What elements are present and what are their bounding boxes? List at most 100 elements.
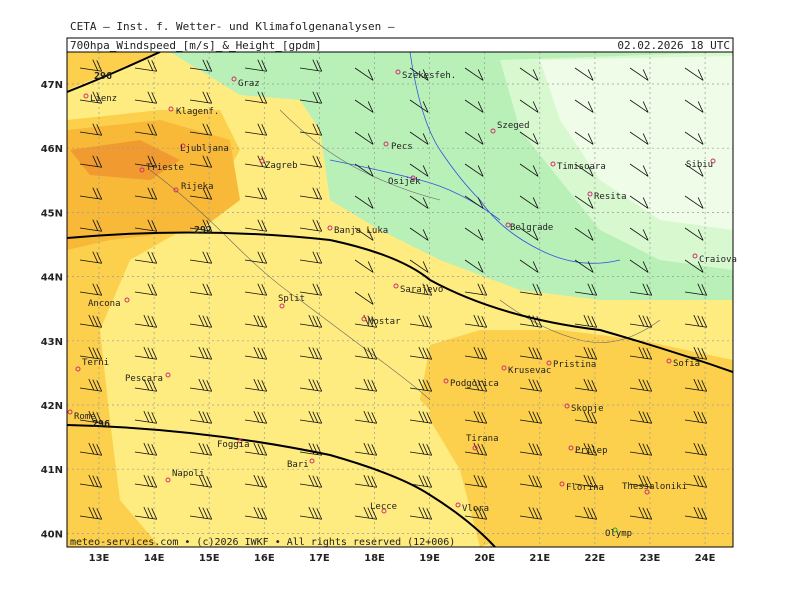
- city-label: Banja Luka: [334, 226, 388, 236]
- city-label: Ancona: [88, 299, 121, 309]
- frame: [66, 51, 734, 548]
- wind-barb: [684, 506, 708, 520]
- city-marker: [550, 161, 556, 167]
- wind-barb: [244, 59, 268, 72]
- wind-barb: [409, 67, 429, 81]
- city-marker: [139, 167, 145, 173]
- wind-barb: [574, 163, 594, 177]
- wind-barb: [629, 314, 653, 328]
- city-label: Graz: [238, 79, 260, 89]
- wind-barb: [244, 442, 268, 456]
- wind-barb: [354, 442, 378, 456]
- lat-label: 42N: [41, 401, 63, 412]
- wind-barb: [519, 99, 539, 113]
- wind-barb: [134, 474, 158, 488]
- city-label: Prilep: [575, 446, 608, 456]
- wind-barb: [574, 346, 598, 360]
- wind-barb: [519, 131, 539, 145]
- city-marker: [472, 445, 478, 451]
- wind-barb: [464, 131, 484, 145]
- lon-label: 14E: [144, 553, 165, 564]
- city-label: Rome: [74, 412, 96, 422]
- wind-barb: [79, 187, 103, 200]
- wind-barb: [79, 91, 103, 104]
- wind-barb: [299, 251, 323, 264]
- wind-barb: [134, 59, 158, 72]
- city-label: Szekesfeh.: [402, 71, 456, 81]
- wind-barb: [684, 378, 708, 392]
- wind-barb: [244, 506, 268, 520]
- lon-label: 15E: [199, 553, 220, 564]
- wind-barb: [299, 155, 323, 168]
- wind-barb: [409, 442, 433, 456]
- wind-barb: [464, 346, 488, 360]
- wind-barb: [409, 227, 429, 241]
- city-marker: [124, 297, 130, 303]
- city-marker: [568, 445, 574, 451]
- lat-label: 43N: [41, 337, 63, 348]
- wind-barb: [684, 346, 708, 360]
- city-marker: [587, 191, 593, 197]
- wind-barb: [79, 59, 103, 72]
- wind-barb: [299, 123, 323, 136]
- wind-barb: [189, 187, 213, 200]
- wind-barb: [134, 346, 158, 360]
- wind-barb: [244, 410, 268, 424]
- wind-barb: [574, 378, 598, 392]
- wind-barb: [134, 506, 158, 520]
- wind-barb: [134, 283, 158, 296]
- wind-barb: [574, 442, 598, 456]
- wind-barb: [189, 474, 213, 488]
- wind-barb: [354, 195, 374, 209]
- city-label: Mostar: [368, 317, 401, 327]
- city-label: Ljubljana: [180, 144, 229, 154]
- wind-barb: [519, 259, 539, 273]
- wind-barb: [244, 187, 268, 200]
- city-label: Thessaloniki: [622, 482, 687, 492]
- wind-barb: [79, 283, 103, 296]
- wind-barb: [409, 314, 433, 328]
- wind-barb: [684, 314, 708, 328]
- wind-barb: [354, 314, 378, 328]
- wind-barb: [629, 67, 649, 81]
- lon-label: 21E: [529, 553, 550, 564]
- city-marker: [173, 187, 179, 193]
- city-marker: [279, 303, 285, 309]
- city-label: Pristina: [553, 360, 596, 370]
- wind-barb: [409, 474, 433, 488]
- city-label: Skopje: [571, 404, 604, 414]
- wind-barb: [464, 195, 484, 209]
- lon-label: 18E: [364, 553, 385, 564]
- wind-barb: [519, 283, 543, 296]
- wind-barb: [409, 131, 429, 145]
- wind-barb: [79, 442, 103, 456]
- wind-barb: [684, 131, 704, 145]
- wind-barb: [629, 442, 653, 456]
- wind-barb: [79, 251, 103, 264]
- wind-barb: [629, 195, 649, 209]
- city-marker: [231, 76, 237, 82]
- wind-barb: [189, 506, 213, 520]
- wind-barb: [684, 227, 704, 241]
- wind-barb: [464, 442, 488, 456]
- wind-barb: [189, 346, 213, 360]
- wind-barb: [354, 99, 374, 113]
- wind-barb: [574, 67, 594, 81]
- city-marker: [710, 158, 716, 164]
- wind-barb: [464, 474, 488, 488]
- wind-barb: [299, 219, 323, 232]
- institute: CETA — Inst. f. Wetter- und Klimafolgena…: [70, 20, 395, 33]
- city-marker: [75, 366, 81, 372]
- cities: Lienz Klagenf. Graz Szekesfeh. Ljubljana Trie…: [67, 69, 737, 539]
- wind-barb: [244, 251, 268, 264]
- lat-label: 46N: [41, 144, 63, 155]
- wind-barb: [134, 123, 158, 136]
- wind-barb: [79, 410, 103, 424]
- wind-barb: [244, 314, 268, 328]
- wind-barb: [464, 283, 488, 296]
- city-label: Tirana: [466, 434, 499, 444]
- city-marker: [559, 481, 565, 487]
- city-label: Rijeka: [181, 182, 214, 192]
- city-label: Foggia: [217, 440, 250, 450]
